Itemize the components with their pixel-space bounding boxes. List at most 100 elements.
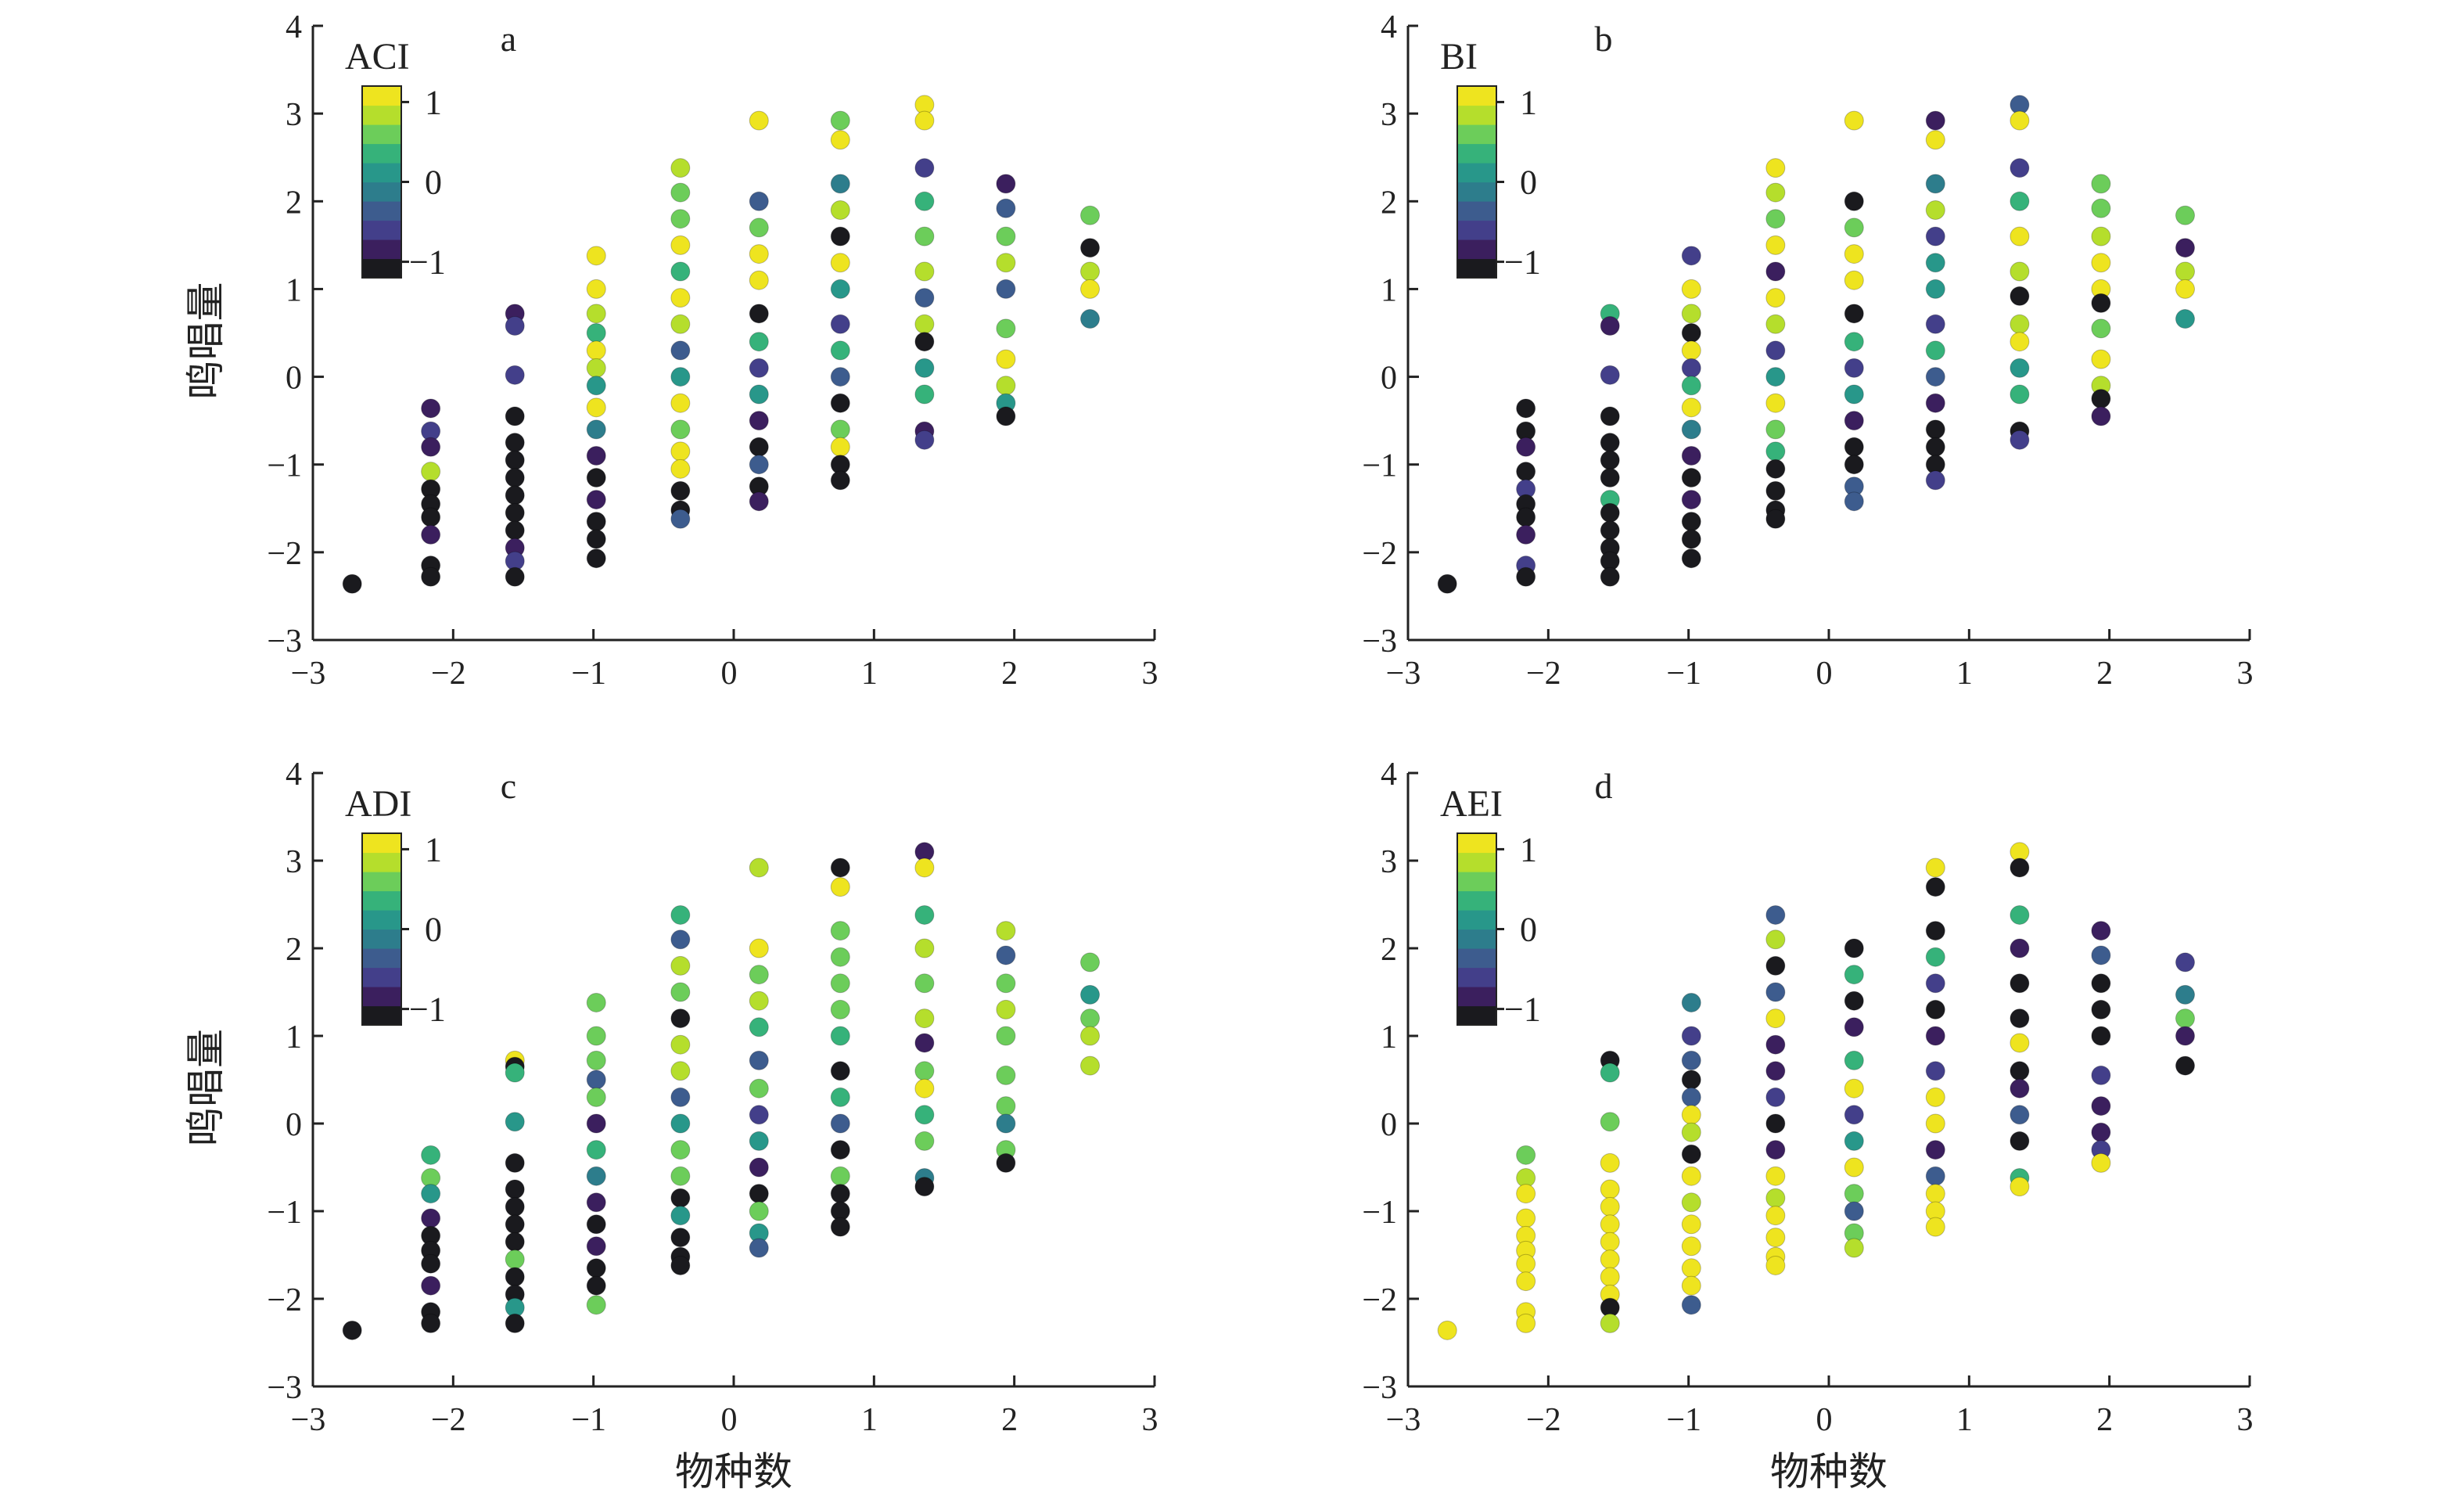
data-point [830,200,850,220]
colorbar-segment [1457,182,1496,202]
scatter-points [342,842,1101,1340]
data-point [1681,1144,1701,1164]
data-point [830,470,850,491]
data-point [1925,877,1945,897]
data-point [830,130,850,150]
data-point [1925,314,1945,334]
data-point [1844,270,1864,290]
data-point [421,1313,441,1333]
data-point [505,1232,525,1252]
data-point [1516,524,1536,545]
data-point [996,973,1016,994]
data-point [749,1017,769,1037]
data-point [1765,458,1786,479]
data-point [914,1009,935,1029]
data-point [1681,279,1701,299]
data-point [1516,1208,1536,1228]
data-point [914,1078,935,1098]
data-point [2010,973,2030,994]
data-point [749,1238,769,1258]
x-axis-title: 物种数 [675,1450,792,1494]
data-point [830,973,850,994]
colorbar-segment [362,948,401,969]
colorbar-segment [362,1005,401,1026]
x-tick-label: 1 [861,1402,878,1438]
y-tick-label: 4 [286,9,302,45]
x-tick-label: 1 [861,656,878,692]
data-point [421,1208,441,1228]
y-tick-label: 0 [286,361,302,397]
data-point [996,1065,1016,1085]
data-point [505,406,525,426]
data-point [1600,450,1620,470]
x-tick-label: 0 [721,1402,738,1438]
data-point [586,529,606,549]
data-point [830,1140,850,1160]
data-point [2091,973,2111,994]
data-point [1765,1228,1786,1248]
x-tick-label: 1 [1956,656,1973,692]
data-point [586,1236,606,1257]
colorbar-segment [362,987,401,1007]
data-point [1925,130,1945,150]
data-point [914,158,935,178]
data-point [914,110,935,131]
y-tick-label: −2 [1362,1282,1397,1318]
data-point [996,174,1016,194]
data-point [1765,419,1786,440]
data-point [2091,1065,2111,1085]
data-point [1925,1061,1945,1081]
data-point [1925,947,1945,967]
data-point [914,904,935,925]
data-point [2175,952,2196,973]
data-point [1600,520,1620,541]
data-point [914,1177,935,1197]
data-point [1516,462,1536,482]
data-point [2010,1177,2030,1197]
colorbar-segment [362,220,401,240]
data-point [1681,1236,1701,1257]
data-point [996,253,1016,273]
colorbar-segment [1457,833,1496,854]
data-point [914,1061,935,1081]
data-point [505,468,525,488]
data-point [830,437,850,457]
data-point [1765,314,1786,334]
colorbar-title: BI [1440,36,1478,77]
y-axis-title: 鸣唱量 [184,282,228,400]
colorbar-tick-label: 0 [1520,911,1537,949]
colorbar-segment [362,239,401,260]
data-point [586,376,606,396]
data-point [1844,1238,1864,1258]
data-point [586,1026,606,1046]
panel-label: a [501,19,516,59]
y-tick-label: 1 [1381,272,1397,308]
colorbar-title: ACI [345,36,410,77]
data-point [1516,437,1536,457]
data-point [1765,982,1786,1002]
y-tick-label: −2 [267,1282,302,1318]
data-point [670,904,691,925]
data-point [1516,1145,1536,1165]
data-point [1681,490,1701,510]
data-point [1681,376,1701,396]
data-point [586,1050,606,1070]
colorbar-segment [1457,948,1496,969]
data-point [670,182,691,203]
data-point [914,358,935,378]
colorbar-tick-label: 1 [425,83,442,121]
data-point [1681,548,1701,569]
data-point [2010,938,2030,958]
data-point [670,235,691,255]
data-point [830,253,850,273]
data-point [670,158,691,178]
data-point [1681,1026,1701,1046]
colorbar-tick-label: 0 [425,911,442,949]
data-point [1681,1087,1701,1107]
data-point [1844,110,1864,131]
data-point [670,1034,691,1055]
data-point [1600,502,1620,523]
data-point [670,367,691,387]
data-point [505,316,525,336]
colorbar-tick-label: 0 [1520,164,1537,202]
